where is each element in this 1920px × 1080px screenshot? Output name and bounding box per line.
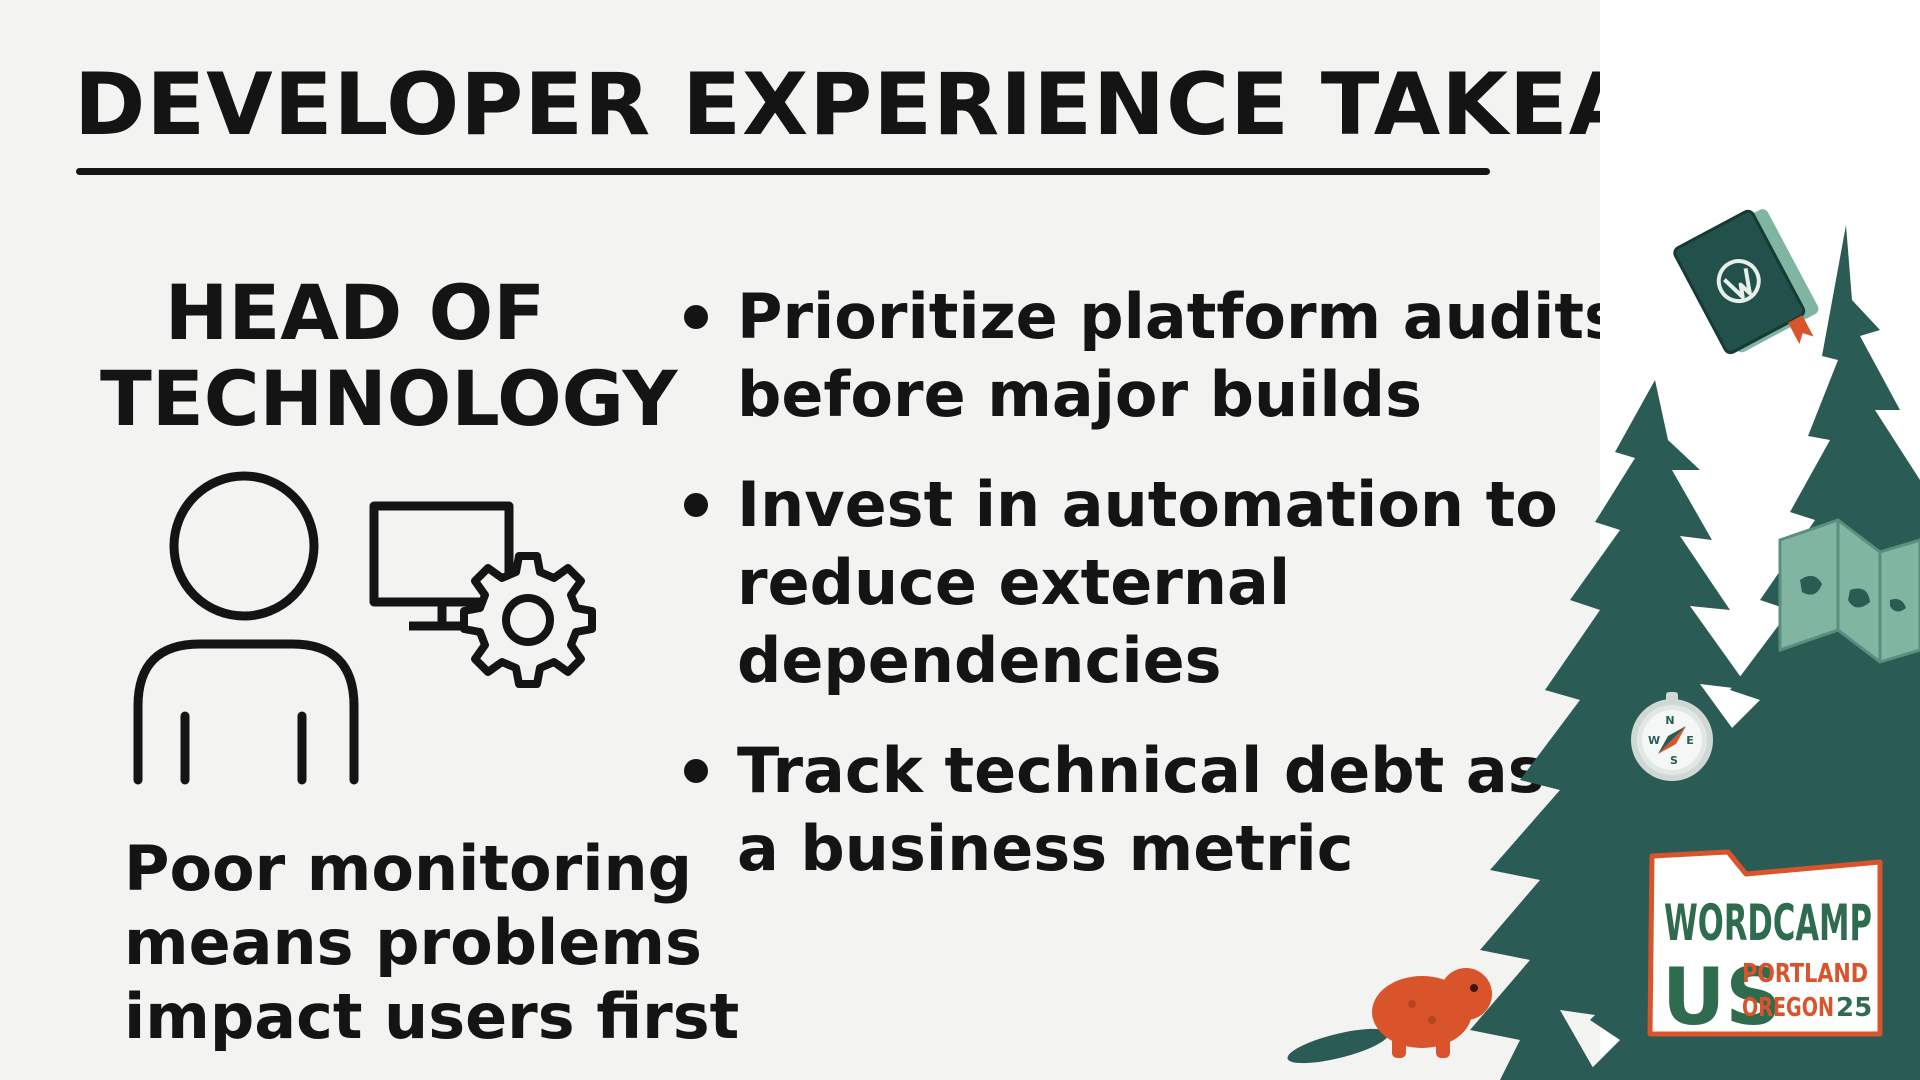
- role-caption-line: Poor monitoring: [124, 832, 692, 905]
- list-item-line: Invest in automation to: [737, 468, 1558, 541]
- list-item-line: a business metric: [737, 812, 1354, 885]
- takeaway-list: Prioritize platform audits before major …: [680, 278, 1600, 920]
- role-title: HEAD OF TECHNOLOGY: [100, 268, 678, 443]
- wordpress-logo-icon: [1716, 259, 1761, 304]
- compass-icon: N E S W: [1631, 692, 1713, 781]
- list-item: Prioritize platform audits before major …: [680, 278, 1600, 434]
- role-illustration: [133, 471, 596, 785]
- list-item: Track technical debt as a business metri…: [680, 732, 1580, 888]
- list-item: Invest in automation to reduce external …: [680, 466, 1580, 700]
- event-badge: WORDCAMP US PORTLAND OREGON 25: [1647, 849, 1883, 1043]
- person-icon: [133, 471, 359, 785]
- list-item-line: Track technical debt as: [737, 734, 1545, 807]
- monitor-icon: [369, 501, 514, 631]
- role-title-line: TECHNOLOGY: [100, 354, 678, 443]
- event-state: OREGON: [1742, 993, 1834, 1023]
- list-item-line: dependencies: [737, 624, 1222, 697]
- role-caption-line: means problems: [124, 906, 702, 979]
- compass-letter: W: [1648, 734, 1660, 747]
- slide: DEVELOPER EXPERIENCE TAKEAWAYS HEAD OF T…: [0, 0, 1600, 1080]
- compass-letter: S: [1670, 754, 1678, 767]
- bullet-dot: [684, 493, 708, 517]
- slide-title: DEVELOPER EXPERIENCE TAKEAWAYS: [74, 55, 1600, 155]
- bullet-dot: [684, 305, 708, 329]
- event-name-line: WORDCAMP: [1664, 894, 1872, 952]
- gear-icon: [460, 552, 596, 688]
- title-underline: [76, 168, 1490, 175]
- bullet-dot: [684, 759, 708, 783]
- compass-letter: E: [1686, 734, 1694, 747]
- event-city: PORTLAND: [1742, 959, 1868, 989]
- event-name-line: US: [1662, 953, 1782, 1043]
- beaver-icon: [1287, 968, 1492, 1064]
- role-title-line: HEAD OF: [164, 268, 546, 357]
- role-caption: Poor monitoring means problems impact us…: [124, 832, 740, 1054]
- book-icon: [1673, 209, 1819, 355]
- list-item-line: reduce external: [737, 546, 1291, 619]
- map-icon: [1778, 518, 1920, 664]
- role-caption-line: impact users first: [124, 980, 740, 1053]
- compass-letter: N: [1665, 714, 1674, 727]
- event-year: 25: [1836, 993, 1872, 1023]
- list-item-line: Prioritize platform audits: [737, 280, 1600, 353]
- list-item-line: before major builds: [737, 358, 1422, 431]
